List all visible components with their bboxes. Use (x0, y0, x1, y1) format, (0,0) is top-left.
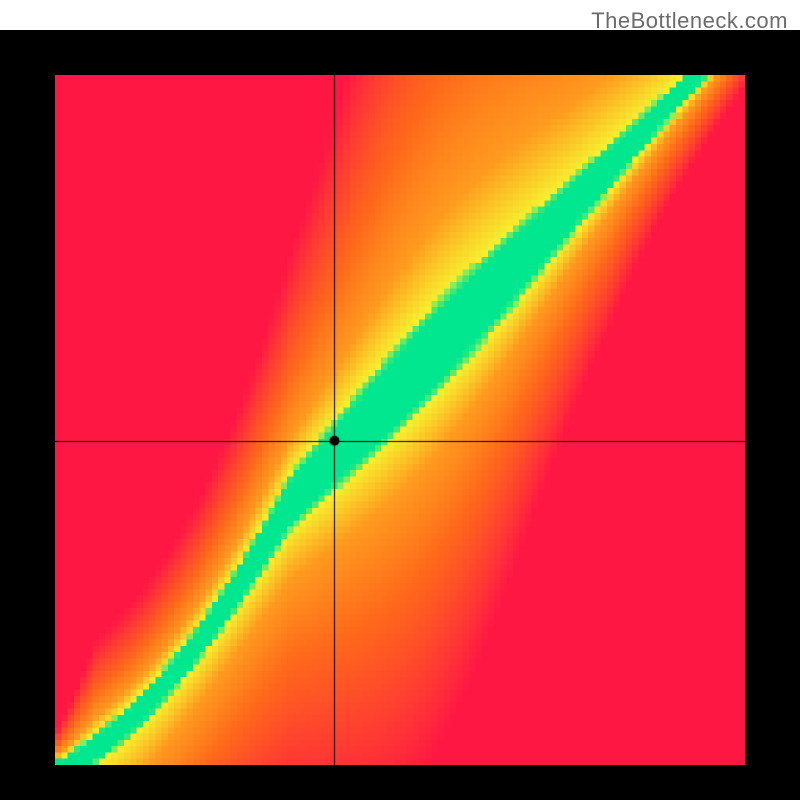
bottleneck-heatmap (55, 75, 745, 765)
chart-outer-frame (0, 30, 800, 800)
watermark-text: TheBottleneck.com (591, 8, 788, 34)
page-root: TheBottleneck.com (0, 0, 800, 800)
